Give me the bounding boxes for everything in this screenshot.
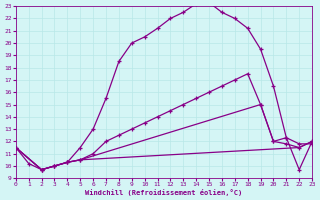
X-axis label: Windchill (Refroidissement éolien,°C): Windchill (Refroidissement éolien,°C) [85, 189, 243, 196]
